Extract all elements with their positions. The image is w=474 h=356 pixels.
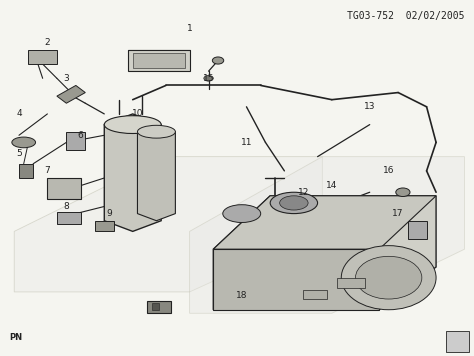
Text: 5: 5 <box>16 148 22 158</box>
Text: 6: 6 <box>78 131 83 140</box>
Polygon shape <box>14 157 322 292</box>
Text: 7: 7 <box>45 166 50 176</box>
FancyBboxPatch shape <box>337 278 365 288</box>
Ellipse shape <box>204 75 213 81</box>
FancyBboxPatch shape <box>66 132 85 150</box>
Ellipse shape <box>212 57 224 64</box>
Text: 15: 15 <box>203 74 214 83</box>
FancyBboxPatch shape <box>28 50 57 64</box>
Text: 9: 9 <box>106 209 112 218</box>
FancyBboxPatch shape <box>95 221 114 231</box>
Text: 17: 17 <box>392 209 404 218</box>
FancyBboxPatch shape <box>57 212 81 224</box>
Text: TG03-752  02/02/2005: TG03-752 02/02/2005 <box>347 11 465 21</box>
Polygon shape <box>213 196 436 249</box>
Ellipse shape <box>280 196 308 210</box>
Polygon shape <box>104 114 161 231</box>
Ellipse shape <box>341 246 436 310</box>
Polygon shape <box>128 50 190 71</box>
Ellipse shape <box>12 137 36 148</box>
Polygon shape <box>446 331 469 352</box>
Polygon shape <box>213 249 379 310</box>
Ellipse shape <box>104 116 161 134</box>
FancyBboxPatch shape <box>303 290 327 299</box>
Text: 1: 1 <box>187 24 192 33</box>
Polygon shape <box>213 196 436 310</box>
Polygon shape <box>47 178 81 199</box>
Text: 11: 11 <box>241 138 252 147</box>
Text: 4: 4 <box>16 109 22 119</box>
FancyBboxPatch shape <box>408 221 427 239</box>
Ellipse shape <box>137 125 175 138</box>
Polygon shape <box>57 85 85 103</box>
Text: 13: 13 <box>364 102 375 111</box>
Ellipse shape <box>270 192 318 214</box>
Ellipse shape <box>356 256 422 299</box>
FancyBboxPatch shape <box>147 301 171 313</box>
Text: 10: 10 <box>132 109 143 119</box>
Ellipse shape <box>396 188 410 197</box>
Text: 18: 18 <box>236 291 247 300</box>
Text: 14: 14 <box>326 180 337 190</box>
FancyBboxPatch shape <box>152 303 159 310</box>
Text: PN: PN <box>9 333 23 342</box>
Polygon shape <box>190 157 465 313</box>
FancyBboxPatch shape <box>133 53 185 68</box>
Text: 12: 12 <box>298 188 309 197</box>
Text: 16: 16 <box>383 166 394 176</box>
Text: 8: 8 <box>64 202 69 211</box>
Text: 3: 3 <box>64 74 69 83</box>
Ellipse shape <box>223 205 261 222</box>
Polygon shape <box>137 125 175 221</box>
Text: 2: 2 <box>45 38 50 47</box>
FancyBboxPatch shape <box>19 164 33 178</box>
